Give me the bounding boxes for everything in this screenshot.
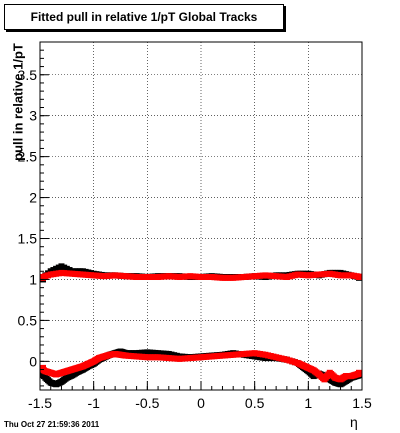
x-tick-label: 0.5 [245, 395, 265, 411]
x-tick-label: -0.5 [135, 395, 159, 411]
x-tick-label: 1.5 [352, 395, 372, 411]
data-point-red [356, 274, 362, 281]
grid-lines [40, 42, 362, 390]
y-tick-label: 1.5 [18, 231, 38, 247]
y-tick-label: 0 [29, 353, 37, 369]
y-tick-label: 3.5 [18, 67, 38, 83]
y-tick-label: 1 [29, 271, 37, 287]
chart-title-box: Fitted pull in relative 1/pT Global Trac… [4, 4, 284, 30]
x-tick-label: 0 [197, 395, 205, 411]
y-tick-label: 0.5 [18, 312, 38, 328]
footer-timestamp: Thu Oct 27 21:59:36 2011 [4, 420, 100, 429]
x-tick-label: -1 [87, 395, 100, 411]
x-tick-label: 1 [304, 395, 312, 411]
data-point-red [356, 369, 362, 376]
y-tick-label: 2.5 [18, 149, 38, 165]
y-axis-label: pull in relative 1/pT [10, 43, 26, 161]
x-axis-label: η [350, 414, 358, 430]
tick-labels: -1.5 -1 -0.5 0 0.5 1 1.5 0 0.5 1 1.5 2 2.5 3 3.5 [18, 67, 372, 411]
chart-title: Fitted pull in relative 1/pT Global Trac… [30, 10, 258, 24]
data-points [40, 263, 362, 388]
x-tick-label: -1.5 [28, 395, 52, 411]
y-tick-label: 3 [29, 108, 37, 124]
y-tick-label: 2 [29, 190, 37, 206]
axis-ticks [39, 49, 363, 390]
